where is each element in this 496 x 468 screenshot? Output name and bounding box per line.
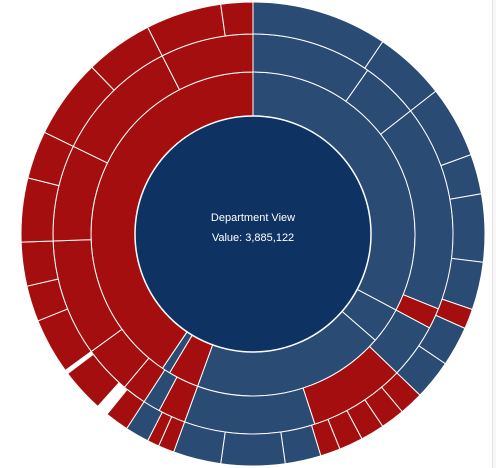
sunburst-center[interactable] [134, 115, 372, 353]
center-title: Department View [211, 212, 295, 224]
sunburst-segment-l3-21[interactable] [67, 353, 120, 408]
sunburst-rings [20, 1, 486, 467]
sunburst-segment-l3-30[interactable] [220, 1, 254, 37]
center-value: Value: 3,885,122 [212, 232, 294, 244]
sunburst-segment-l3-25[interactable] [20, 177, 60, 243]
sunburst-segment-l3-4[interactable] [449, 193, 486, 263]
sunburst-segment-l3-15[interactable] [220, 431, 286, 467]
sunburst-segment-l3-24[interactable] [20, 240, 59, 287]
sunburst-segment-l3-20[interactable] [106, 388, 145, 430]
